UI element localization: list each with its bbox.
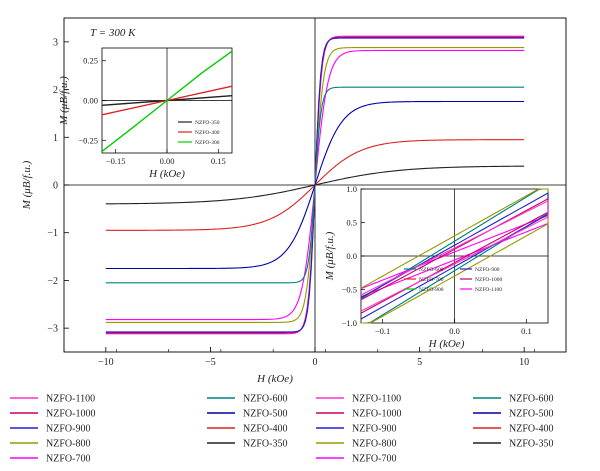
inset-left-ytick-label: −0.25 xyxy=(78,135,98,145)
inset-left-plot: −0.15 0.00 0.15 −0.25 0.00 0.25 M (μB/f.u.) H (… xyxy=(58,47,233,180)
inset-right-legend-label: NZFO-1100 xyxy=(475,287,502,293)
inset-right-legend-label: NZFO-1000 xyxy=(475,277,502,283)
bottom-legend-label: NZFO-900 xyxy=(352,424,396,435)
main-annotation: T = 300 K xyxy=(90,27,136,39)
bottom-legend-label: NZFO-500 xyxy=(243,409,287,420)
bottom-legend-label: NZFO-900 xyxy=(46,424,90,435)
bottom-legend-label: NZFO-1000 xyxy=(46,409,95,420)
main-xtick-label: −10 xyxy=(98,357,114,368)
inset-left-xtick-label: 0.00 xyxy=(160,156,175,166)
bottom-legend-label: NZFO-400 xyxy=(243,424,287,435)
inset-right-legend-label: NZFO-700 xyxy=(419,277,444,283)
inset-right-ytick-label: 1.0 xyxy=(346,184,357,194)
bottom-legend-label: NZFO-800 xyxy=(46,439,90,450)
main-ytick-label: −3 xyxy=(47,324,58,335)
main-xlabel: H (kOe) xyxy=(256,373,293,385)
inset-right-ytick-label: −1.0 xyxy=(342,318,357,328)
bottom-legend-label: NZFO-1000 xyxy=(352,409,401,420)
inset-right-ytick-label: 0.0 xyxy=(346,251,357,261)
main-xtick-label: 5 xyxy=(417,357,422,368)
inset-right-xtick-label: 0.0 xyxy=(449,326,460,336)
bottom-legend-label: NZFO-700 xyxy=(352,454,396,465)
main-ytick-label: 2 xyxy=(53,85,58,96)
main-xtick-label: 0 xyxy=(313,357,318,368)
bottom-legend-label: NZFO-350 xyxy=(243,439,287,450)
main-ytick-label: −1 xyxy=(47,228,58,239)
main-xtick-label: −5 xyxy=(205,357,216,368)
inset-right-series-NZFO-1100 xyxy=(360,200,549,312)
main-ytick-label: −2 xyxy=(47,276,58,287)
inset-left-xlabel: H (kOe) xyxy=(148,168,185,180)
inset-left-ylabel: M (μB/f.u.) xyxy=(58,76,70,126)
bottom-legend-label: NZFO-1100 xyxy=(352,394,401,405)
inset-left-legend-label: NZFO-350 xyxy=(195,120,220,126)
main-ylabel: M (μB/f.u.) xyxy=(21,160,33,210)
inset-right-plot: −0.1 0.0 0.1 −1.0 −0.5 0.0 0.5 1.0 M (μB/f.u.) H … xyxy=(324,184,549,350)
bottom-legend-label: NZFO-700 xyxy=(46,454,90,465)
inset-right-xlabel: H (kOe) xyxy=(428,338,465,350)
inset-left-legend-label: NZFO-300 xyxy=(195,140,220,146)
inset-left-xtick-label: −0.15 xyxy=(106,156,126,166)
bottom-legend-label: NZFO-350 xyxy=(509,439,553,450)
bottom-legend: NZFO-1100 NZFO-1000 NZFO-900 NZFO-800 NZFO-7… xyxy=(10,394,553,465)
inset-right-legend-label: NZFO-800 xyxy=(419,287,444,293)
main-series-NZFO-350 xyxy=(105,165,525,205)
main-ytick-label: 0 xyxy=(53,181,58,192)
inset-left-ytick-label: 0.25 xyxy=(83,56,98,66)
main-ytick-label: 1 xyxy=(53,133,58,144)
inset-left-xtick-label: 0.15 xyxy=(211,156,226,166)
inset-right-xtick-label: 0.1 xyxy=(521,326,532,336)
inset-left-ytick-label: 0.00 xyxy=(83,96,98,106)
main-xtick-label: 10 xyxy=(519,357,529,368)
bottom-legend-label: NZFO-600 xyxy=(509,394,553,405)
inset-right-legend-label: NZFO-900 xyxy=(475,267,500,273)
inset-right-ylabel: M (μB/f.u.) xyxy=(324,231,336,281)
bottom-legend-label: NZFO-400 xyxy=(509,424,553,435)
bottom-legend-label: NZFO-500 xyxy=(509,409,553,420)
inset-left-legend-label: NZFO-400 xyxy=(195,130,220,136)
inset-right-ytick-label: −0.5 xyxy=(342,285,357,295)
inset-right-xtick-label: −0.1 xyxy=(375,326,390,336)
main-ytick-label: 3 xyxy=(53,37,58,48)
bottom-legend-label: NZFO-1100 xyxy=(46,394,95,405)
inset-right-legend-label: NZFO-600 xyxy=(419,267,444,273)
bottom-legend-label: NZFO-800 xyxy=(352,439,396,450)
inset-left-series-NZFO-300 xyxy=(101,50,233,152)
inset-right-ytick-label: 0.5 xyxy=(346,218,357,228)
bottom-legend-label: NZFO-600 xyxy=(243,394,287,405)
